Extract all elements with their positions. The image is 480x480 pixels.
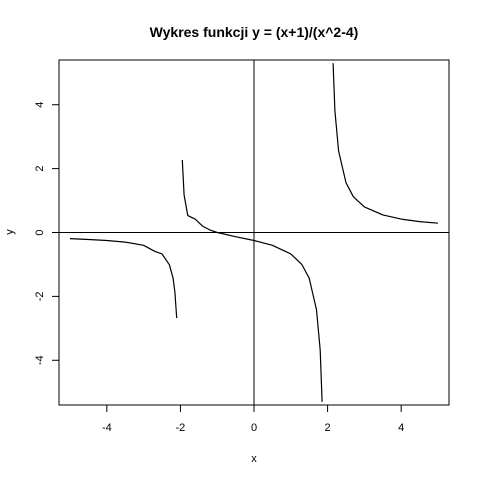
reference-lines [59, 60, 449, 405]
x-axis: -4 -2 0 2 4 [102, 405, 404, 434]
curve-branch-3 [332, 63, 439, 224]
x-tick-label: 2 [325, 422, 331, 434]
x-tick-label: 0 [251, 422, 257, 434]
curve-branch-1 [69, 238, 178, 319]
y-axis-label: y [4, 229, 16, 235]
y-tick-label: -4 [34, 355, 46, 365]
y-tick-label: 2 [34, 166, 46, 172]
series-group [69, 63, 439, 402]
y-axis: -4 -2 0 2 4 [34, 102, 59, 365]
y-tick-label: 0 [34, 229, 46, 235]
x-tick-label: 4 [398, 422, 404, 434]
x-tick-label: -4 [102, 422, 112, 434]
y-tick-label: 4 [34, 102, 46, 108]
curve-branch-2 [181, 159, 323, 402]
chart-title: Wykres funkcji y = (x+1)/(x^2-4) [150, 24, 359, 40]
x-tick-label: -2 [176, 422, 186, 434]
y-tick-label: -2 [34, 291, 46, 301]
x-axis-label: x [251, 453, 257, 465]
